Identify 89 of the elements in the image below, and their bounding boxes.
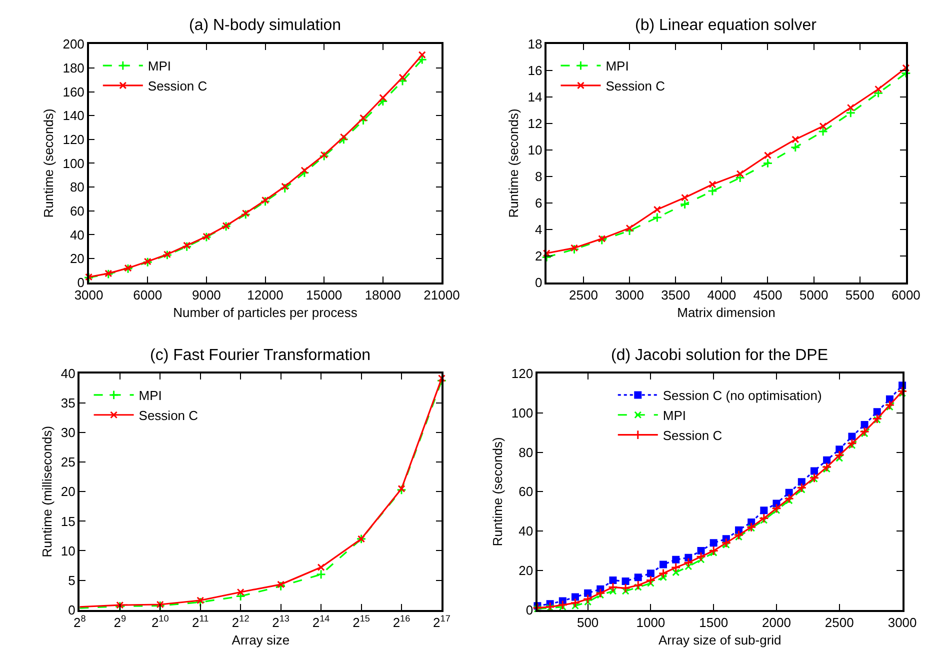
legend-label: Session C (no optimisation) [662, 388, 822, 404]
x-tick-label: 12000 [247, 288, 284, 303]
x-tick-label: 6000 [891, 288, 920, 303]
y-tick-label: 30 [60, 425, 76, 440]
y-tick-label: 16 [528, 63, 542, 78]
legend-label: Session C [662, 428, 722, 443]
x-tick-label: 3000 [888, 615, 917, 630]
x-tick-label: 21000 [424, 288, 460, 303]
x-tick-label: 2500 [824, 615, 854, 630]
x-tick-label: 2$^{11}$ [192, 614, 209, 630]
x-tick-label: 2$^{13}$ [272, 614, 290, 630]
chart-title: (d) Jacobi solution for the DPE [611, 347, 828, 364]
y-axis-title: Runtime (seconds) [490, 437, 505, 546]
x-axis-title: Matrix dimension [677, 304, 776, 320]
legend-label: MPI [662, 408, 686, 423]
x-tick-label: 500 [576, 615, 599, 630]
chart-title: (c) Fast Fourier Transformation [150, 347, 370, 364]
y-tick-label: 40 [518, 524, 534, 539]
x-tick-label: 2000 [762, 615, 791, 630]
x-tick-label: 2$^{16}$ [392, 614, 410, 630]
y-tick-label: 14 [528, 90, 542, 105]
y-tick-label: 18 [528, 36, 542, 52]
x-tick-label: 6000 [133, 288, 162, 303]
y-tick-label: 120 [62, 132, 84, 147]
x-tick-label: 2$^{9}$ [114, 614, 126, 630]
y-tick-label: 40 [60, 366, 76, 382]
x-tick-label: 2$^{14}$ [312, 614, 330, 630]
y-axis-title: Runtime (seconds) [506, 108, 522, 218]
y-tick-label: 2 [535, 248, 542, 264]
y-tick-label: 10 [60, 543, 76, 558]
y-tick-label: 120 [511, 366, 534, 382]
x-tick-label: 2$^{15}$ [352, 614, 370, 630]
y-tick-label: 15 [60, 514, 76, 529]
y-tick-label: 0 [526, 602, 534, 618]
y-tick-label: 200 [62, 36, 84, 52]
y-tick-label: 0 [68, 602, 76, 618]
y-tick-label: 20 [60, 484, 76, 500]
y-tick-label: 80 [70, 180, 84, 195]
y-tick-label: 12 [528, 116, 542, 132]
x-tick-label: 5500 [845, 288, 874, 303]
x-tick-label: 2$^{17}$ [433, 614, 450, 630]
x-tick-label: 9000 [192, 288, 221, 303]
y-tick-label: 40 [70, 227, 84, 242]
y-axis-title: Runtime (seconds) [41, 108, 56, 218]
x-tick-label: 1000 [636, 615, 666, 630]
legend-label: MPI [606, 58, 629, 74]
x-tick-label: 3500 [661, 288, 690, 303]
x-tick-label: 2$^{12}$ [232, 614, 250, 630]
x-tick-label: 4500 [753, 288, 782, 303]
y-tick-label: 0 [535, 274, 542, 290]
x-axis-title: Array size of sub-grid [658, 632, 782, 648]
x-tick-label: 2500 [568, 288, 598, 303]
y-axis-title: Runtime (milliseconds) [39, 426, 54, 558]
legend-label: MPI [138, 388, 162, 404]
y-tick-label: 140 [62, 108, 84, 124]
y-tick-label: 60 [70, 203, 84, 218]
y-tick-label: 180 [62, 60, 84, 76]
y-tick-label: 20 [518, 562, 534, 578]
y-tick-label: 35 [60, 396, 76, 411]
legend-label: Session C [606, 78, 665, 94]
y-tick-label: 20 [70, 251, 84, 266]
y-tick-label: 8 [535, 169, 542, 184]
y-tick-label: 100 [62, 156, 84, 171]
y-tick-label: 10 [528, 142, 542, 158]
x-tick-label: 3000 [74, 288, 104, 303]
x-tick-label: 18000 [364, 288, 401, 303]
legend-label: MPI [148, 58, 172, 74]
y-tick-label: 80 [518, 444, 534, 460]
legend-label: Session C [148, 78, 208, 94]
x-axis-title: Array size [232, 632, 290, 648]
y-tick-label: 160 [62, 84, 84, 100]
x-tick-label: 15000 [306, 288, 342, 303]
x-tick-label: 5000 [799, 288, 828, 303]
y-tick-label: 6 [535, 195, 542, 210]
x-tick-label: 1500 [699, 615, 728, 630]
y-tick-label: 5 [68, 572, 76, 588]
x-tick-label: 4000 [707, 288, 736, 303]
legend-label: Session C [138, 408, 198, 423]
x-tick-label: 3000 [615, 288, 644, 303]
y-tick-label: 60 [518, 484, 534, 500]
chart-title: (b) Linear equation solver [635, 17, 818, 34]
y-tick-label: 100 [511, 405, 534, 420]
y-tick-label: 0 [77, 274, 84, 290]
x-tick-label: 2$^{8}$ [74, 614, 86, 630]
y-tick-label: 4 [535, 222, 542, 237]
x-axis-title: Number of particles per process [173, 304, 358, 320]
chart-title: (a) N-body simulation [189, 17, 342, 34]
x-tick-label: 2$^{10}$ [151, 614, 169, 630]
y-tick-label: 25 [60, 454, 76, 470]
